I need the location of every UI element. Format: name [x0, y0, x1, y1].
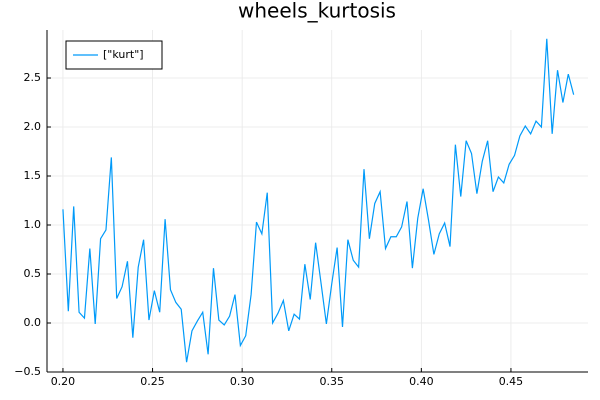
x-tick-label: 0.45 [499, 375, 524, 388]
data-line [62, 38, 575, 363]
y-tick-label: −0.5 [14, 365, 41, 378]
x-tick-label: 0.35 [319, 375, 344, 388]
chart-title: wheels_kurtosis [238, 0, 396, 23]
y-tick-label: 0.5 [24, 267, 42, 280]
y-tick-label: 2.0 [24, 120, 42, 133]
x-tick-label: 0.20 [51, 375, 76, 388]
y-tick-label: 2.5 [24, 71, 42, 84]
x-tick-label: 0.40 [409, 375, 434, 388]
y-tick-label: 1.0 [24, 218, 42, 231]
legend-label: ["kurt"] [103, 48, 144, 61]
x-tick-label: 0.25 [140, 375, 165, 388]
y-tick-label: 0.0 [24, 316, 42, 329]
y-tick-label: 1.5 [24, 169, 42, 182]
x-tick-label: 0.30 [230, 375, 255, 388]
